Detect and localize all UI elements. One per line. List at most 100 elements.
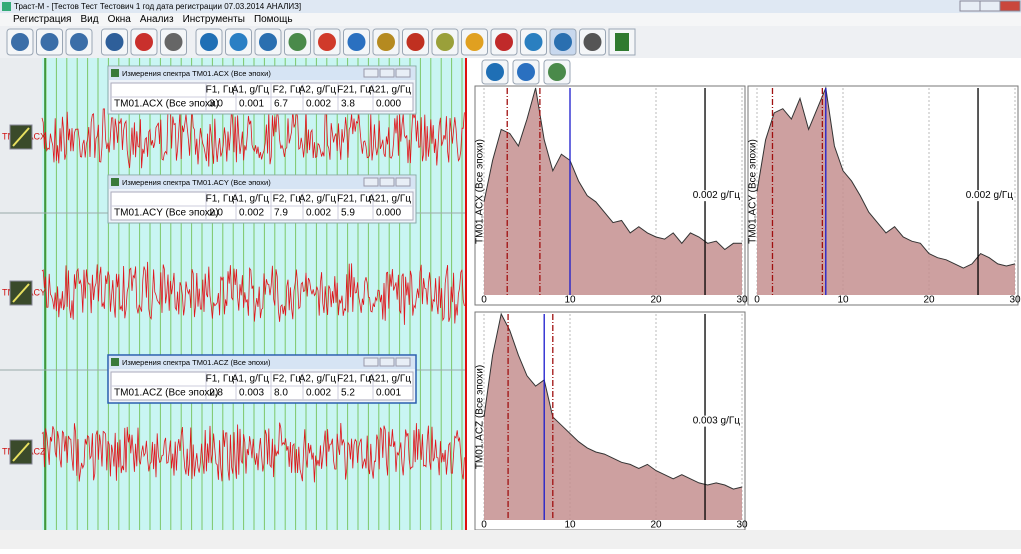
annotation: 0.002 g/Гц bbox=[966, 190, 1014, 201]
x-tick-label: 30 bbox=[736, 295, 748, 306]
column-header: A1, g/Гц bbox=[232, 374, 270, 385]
annotation-bg bbox=[964, 190, 1015, 202]
column-header: A2, g/Гц bbox=[299, 374, 337, 385]
x-tick-label: 10 bbox=[837, 295, 849, 306]
table-cell: 3.8 bbox=[341, 99, 355, 110]
tool-icon bbox=[70, 33, 88, 51]
tool-icon bbox=[288, 33, 307, 51]
column-header: F2, Гц bbox=[273, 194, 302, 205]
column-header: F2, Гц bbox=[273, 374, 302, 385]
minimize[interactable] bbox=[959, 0, 981, 12]
signals: TM01.ACXTM01.ACYTM01.ACZ bbox=[0, 58, 467, 530]
table-cell: 5.2 bbox=[341, 388, 355, 399]
measurement-dialogs: Измерения спектра TM01.ACX (Все эпохи) F1… bbox=[107, 65, 417, 404]
column-header: F1, Гц bbox=[206, 194, 235, 205]
window-title: Траст-М - [Тестов Тест Тестович 1 год да… bbox=[14, 2, 301, 11]
tool-icon bbox=[11, 33, 29, 51]
table-cell: 0.002 bbox=[306, 388, 331, 399]
table-cell: 0.001 bbox=[376, 388, 401, 399]
column-header: F21, Гц bbox=[337, 85, 371, 96]
x-tick-label: 30 bbox=[1009, 295, 1021, 306]
tool-icon bbox=[164, 33, 183, 51]
spectrum-area bbox=[484, 314, 742, 520]
column-header: F21, Гц bbox=[337, 194, 371, 205]
tool-icon bbox=[615, 33, 629, 51]
y-axis-label: TM01.ACX (Все эпохи) bbox=[475, 139, 486, 244]
x-tick-label: 20 bbox=[923, 295, 935, 306]
annotation-bg bbox=[691, 190, 742, 202]
column-header: A21, g/Гц bbox=[368, 194, 411, 205]
table-cell: TM01.ACZ (Все эпохи) bbox=[114, 388, 218, 399]
column-header: A2, g/Гц bbox=[299, 85, 337, 96]
tool-icon bbox=[40, 33, 59, 51]
tool-icon bbox=[347, 33, 366, 51]
spectrum-line bbox=[483, 87, 742, 251]
table-cell: 0.002 bbox=[306, 99, 331, 110]
dialog-button[interactable] bbox=[379, 68, 395, 78]
dialog-button[interactable] bbox=[395, 177, 411, 187]
toolbar-buttons bbox=[6, 28, 636, 56]
tool-icon bbox=[105, 33, 124, 51]
tool-icon bbox=[583, 33, 602, 51]
maximize[interactable] bbox=[979, 0, 1001, 12]
table-cell: 3.0 bbox=[209, 99, 223, 110]
dialog-button[interactable] bbox=[363, 357, 379, 367]
dialog-title-bar bbox=[109, 176, 415, 189]
spectrum-tool-icon bbox=[548, 63, 566, 81]
tool-icon bbox=[318, 33, 336, 51]
spectrum-area bbox=[484, 88, 742, 295]
menu-item[interactable]: Окна bbox=[108, 14, 132, 25]
table-cell: 0.002 bbox=[306, 208, 331, 219]
dialog-button[interactable] bbox=[379, 177, 395, 187]
close[interactable] bbox=[999, 0, 1021, 12]
app-icon bbox=[2, 2, 11, 11]
table-cell: 5.9 bbox=[341, 208, 355, 219]
spectrum-tool-icon bbox=[486, 63, 504, 81]
column-header: A2, g/Гц bbox=[299, 194, 337, 205]
column-header: F2, Гц bbox=[273, 85, 302, 96]
dialog-button[interactable] bbox=[363, 68, 379, 78]
table-cell: 6.7 bbox=[274, 99, 288, 110]
dialog-title: Измерения спектра TM01.ACY (Все эпохи) bbox=[122, 178, 271, 187]
column-header: A21, g/Гц bbox=[368, 85, 411, 96]
dialog-button[interactable] bbox=[363, 177, 379, 187]
dialog-button[interactable] bbox=[395, 68, 411, 78]
tool-icon bbox=[554, 33, 572, 51]
table-cell: TM01.ACY (Все эпохи) bbox=[114, 208, 219, 219]
spectrum-tool-icon bbox=[517, 63, 535, 81]
x-tick-label: 0 bbox=[481, 520, 487, 531]
dialog-icon bbox=[111, 178, 119, 186]
table-cell: 7.9 bbox=[274, 208, 288, 219]
dialog-button[interactable] bbox=[379, 357, 395, 367]
menu-item[interactable]: Помощь bbox=[254, 14, 293, 25]
dialog-title-bar bbox=[109, 67, 415, 80]
menu-item[interactable]: Анализ bbox=[140, 14, 174, 25]
menu-item[interactable]: Инструменты bbox=[183, 14, 245, 25]
column-header: A1, g/Гц bbox=[232, 194, 270, 205]
menu-item[interactable]: Вид bbox=[80, 14, 98, 25]
tool-icon bbox=[436, 33, 454, 51]
menu-item[interactable]: Регистрация bbox=[13, 14, 71, 25]
spectrum-line bbox=[483, 312, 743, 490]
annotation-bg bbox=[691, 415, 742, 427]
column-header: F1, Гц bbox=[206, 374, 235, 385]
table-cell: 0.003 bbox=[239, 388, 264, 399]
y-axis-label: TM01.ACZ (Все эпохи) bbox=[475, 365, 486, 469]
x-tick-label: 0 bbox=[481, 295, 487, 306]
dialog-icon bbox=[111, 358, 119, 366]
channel-icon-mark bbox=[12, 442, 30, 462]
column-header: F1, Гц bbox=[206, 85, 235, 96]
tool-icon bbox=[524, 33, 543, 51]
table-cell: 0.002 bbox=[239, 208, 264, 219]
x-tick-label: 20 bbox=[650, 520, 662, 531]
channel-icon-mark bbox=[12, 127, 30, 147]
dialog-button[interactable] bbox=[395, 357, 411, 367]
dialog-title: Измерения спектра TM01.ACX (Все эпохи) bbox=[122, 69, 271, 78]
dialog-icon bbox=[111, 69, 119, 77]
spectra: 0 10 20 30 0.002 g/Гц TM01.ACX (Все эпохи) 0 10… bbox=[474, 59, 1021, 531]
tool-icon bbox=[406, 33, 425, 51]
spectrum-area bbox=[757, 88, 1015, 295]
tool-icon bbox=[465, 33, 484, 51]
table-cell: 2.8 bbox=[209, 388, 223, 399]
column-header: A1, g/Гц bbox=[232, 85, 270, 96]
